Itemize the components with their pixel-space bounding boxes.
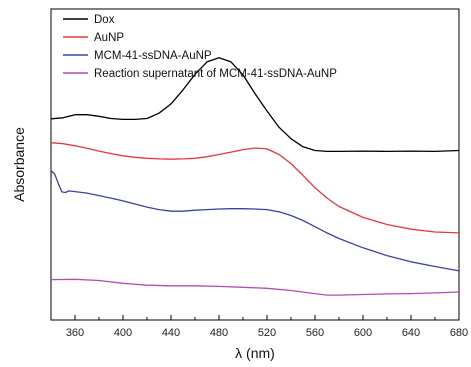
x-tick-label: 640 xyxy=(402,327,420,339)
y-axis-title: Absorbance xyxy=(11,127,27,202)
x-tick-label: 400 xyxy=(114,327,132,339)
x-tick-label: 560 xyxy=(306,327,324,339)
x-tick-label: 360 xyxy=(66,327,84,339)
x-axis-ticks: 360 400 440 480 520 560 600 640 680 xyxy=(50,315,468,339)
legend-label-3: MCM-41-ssDNA-AuNP xyxy=(94,50,212,62)
series-layer xyxy=(50,57,460,296)
legend-label-1: Dox xyxy=(94,14,115,26)
legend: Dox AuNP MCM-41-ssDNA-AuNP Reaction superna… xyxy=(63,14,337,80)
x-tick-label: 480 xyxy=(210,327,228,339)
series-line-3 xyxy=(50,170,460,272)
x-axis-title: λ (nm) xyxy=(235,345,275,361)
series-line-4 xyxy=(50,278,460,296)
legend-label-2: AuNP xyxy=(94,32,124,44)
series-line-1 xyxy=(50,57,460,153)
x-tick-label: 600 xyxy=(354,327,372,339)
x-tick-label: 520 xyxy=(258,327,276,339)
x-tick-label: 440 xyxy=(162,327,180,339)
series-line-2 xyxy=(50,142,460,234)
plot-frame xyxy=(50,8,460,321)
legend-label-4: Reaction supernatant of MCM-41-ssDNA-AuN… xyxy=(94,68,337,80)
x-tick-label: 680 xyxy=(450,327,468,339)
